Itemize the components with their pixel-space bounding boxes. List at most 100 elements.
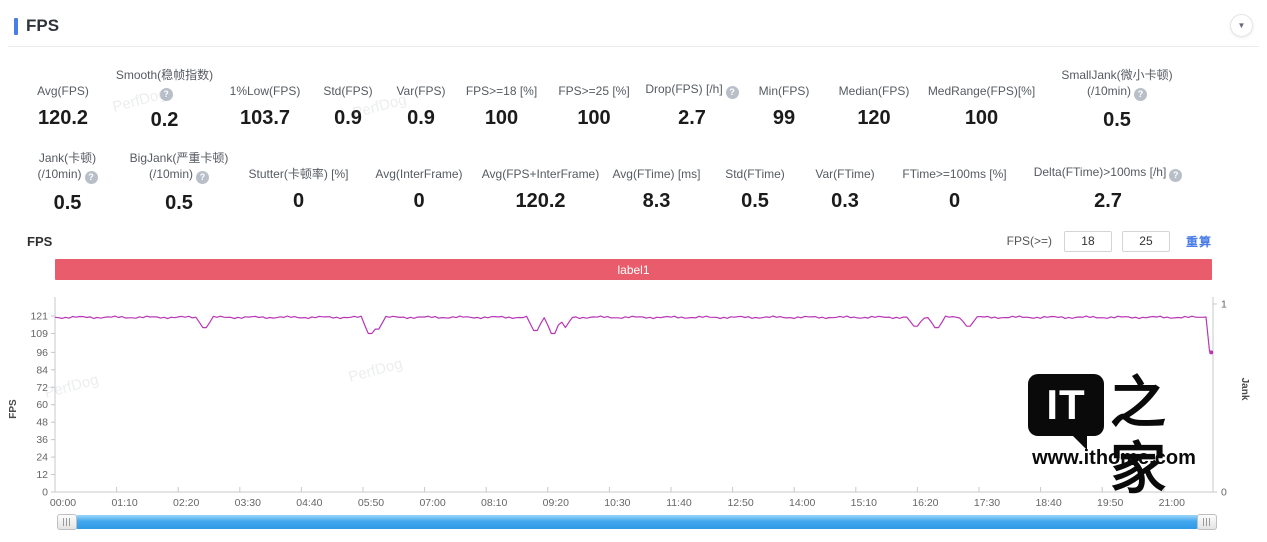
metric-value: 2.7 [1094, 190, 1122, 212]
scrollbar-right-handle[interactable] [1197, 514, 1217, 530]
ithome-logo: IT 之家 www.ithome.com [1028, 370, 1200, 502]
metric-value: 0.5 [53, 192, 82, 214]
x-axis-time: 00:00 01:10 02:20 03:30 04:40 05:50 07:00 08:10… [50, 487, 1185, 509]
svg-text:00:00: 00:00 [50, 497, 76, 509]
metric: Smooth(稳帧指数)? 0.2 [111, 67, 218, 132]
ithome-logo-suffix: 之家 [1110, 370, 1166, 502]
metric: Std(FPS) 0.9 [312, 67, 384, 132]
panel-header: FPS ▼ [0, 0, 1267, 38]
grip-icon [1203, 518, 1211, 526]
svg-text:04:40: 04:40 [296, 497, 322, 509]
svg-text:05:50: 05:50 [358, 497, 384, 509]
scrollbar-left-handle[interactable] [57, 514, 77, 530]
metric-label: FTime>=100ms [%] [902, 167, 1007, 181]
svg-text:11:40: 11:40 [666, 497, 692, 509]
metric: BigJank(严重卡顿) (/10min)? 0.5 [120, 150, 238, 215]
metric: MedRange(FPS)[%] 100 [921, 67, 1042, 132]
svg-text:109: 109 [30, 328, 48, 340]
threshold-input-2[interactable] [1121, 230, 1170, 252]
timeline-scrollbar[interactable] [57, 514, 1217, 530]
svg-text:18:40: 18:40 [1035, 497, 1061, 509]
metric-label: Std(FTime) [725, 167, 785, 181]
metric: Std(FTime) 0.5 [711, 150, 799, 215]
metric-label: Median(FPS) [838, 84, 910, 98]
collapse-button[interactable]: ▼ [1230, 14, 1253, 37]
metric-value: 0.9 [334, 107, 362, 129]
svg-text:16:20: 16:20 [912, 497, 938, 509]
accent-bar [14, 17, 18, 35]
svg-text:36: 36 [36, 434, 48, 446]
axes [54, 297, 1214, 493]
metric-value: 0.5 [165, 192, 193, 214]
metric-label: Jank(卡顿) (/10min)? [37, 151, 98, 184]
fps-series-line [54, 315, 1214, 355]
svg-text:FPS: FPS [8, 399, 19, 419]
svg-text:15:10: 15:10 [851, 497, 877, 509]
svg-text:12: 12 [36, 469, 48, 481]
metric: SmallJank(微小卡顿) (/10min)? 0.5 [1042, 67, 1192, 132]
metric-value: 0 [413, 190, 425, 212]
svg-text:19:50: 19:50 [1097, 497, 1123, 509]
metric: Avg(FTime) [ms] 8.3 [602, 150, 711, 215]
metric-label: Avg(FPS) [37, 84, 89, 98]
svg-text:0: 0 [42, 487, 48, 499]
metric: Median(FPS) 120 [827, 67, 921, 132]
svg-text:08:10: 08:10 [481, 497, 507, 509]
recalculate-link[interactable]: 重算 [1185, 234, 1212, 249]
metric-label: Min(FPS) [758, 84, 810, 98]
metric-label: Delta(FTime)>100ms [/h]? [1018, 150, 1198, 182]
metrics-row-2: Jank(卡顿) (/10min)? 0.5 BigJank(严重卡顿) (/10min… [0, 150, 1267, 215]
svg-text:96: 96 [36, 347, 48, 359]
metric: 1%Low(FPS) 103.7 [218, 67, 312, 132]
svg-text:60: 60 [36, 399, 48, 411]
metric-label: SmallJank(微小卡顿) (/10min)? [1061, 68, 1173, 101]
help-icon[interactable]: ? [84, 171, 98, 184]
metric: Var(FTime) 0.3 [799, 150, 891, 215]
metric: FTime>=100ms [%] 0 [891, 150, 1018, 215]
metrics-row-1: Avg(FPS) 120.2 Smooth(稳帧指数)? 0.2 1%Low(FPS) 1… [0, 67, 1267, 132]
metric-label: Var(FPS) [396, 84, 446, 98]
metric: Min(FPS) 99 [741, 67, 827, 132]
help-icon[interactable]: ? [196, 171, 209, 184]
scrollbar-track[interactable] [76, 515, 1198, 529]
metric-value: 100 [484, 107, 519, 129]
metric-label: 1%Low(FPS) [229, 84, 301, 98]
threshold-input-1[interactable] [1063, 230, 1112, 252]
metric-label: Avg(FTime) [ms] [612, 167, 701, 181]
metric-label: MedRange(FPS)[%] [927, 84, 1036, 98]
ithome-logo-bubble: IT [1028, 374, 1104, 436]
svg-text:14:00: 14:00 [789, 497, 815, 509]
svg-text:72: 72 [36, 382, 48, 394]
svg-text:0: 0 [1221, 487, 1227, 499]
metric-value: 0 [948, 190, 961, 212]
metric: Stutter(卡顿率) [%] 0 [238, 150, 359, 215]
metric-label: Drop(FPS) [/h]? [643, 67, 741, 99]
metric-value: 100 [577, 107, 611, 129]
page-title: FPS [26, 16, 60, 35]
chart-title: FPS [27, 233, 53, 249]
metric: Delta(FTime)>100ms [/h]? 2.7 [1018, 150, 1198, 215]
help-icon[interactable]: ? [725, 86, 739, 99]
metric-label: Smooth(稳帧指数)? [115, 68, 214, 101]
help-icon[interactable]: ? [1134, 88, 1147, 101]
fps-threshold-controls: FPS(>=) 重算 [1007, 230, 1212, 252]
svg-text:Jank: Jank [1239, 378, 1250, 401]
help-icon[interactable]: ? [1169, 169, 1183, 182]
metric: Avg(InterFrame) 0 [359, 150, 479, 215]
metric-value: 0.5 [1103, 109, 1131, 131]
metric-value: 103.7 [239, 107, 291, 129]
metric: Drop(FPS) [/h]? 2.7 [643, 67, 741, 132]
help-icon[interactable]: ? [159, 88, 173, 101]
metric-value: 0.3 [831, 190, 859, 212]
svg-text:24: 24 [36, 452, 48, 464]
metric-label: BigJank(严重卡顿) (/10min)? [129, 151, 229, 184]
svg-text:02:20: 02:20 [173, 497, 199, 509]
metric-value: 8.3 [642, 190, 671, 212]
metric-value: 120.2 [515, 190, 566, 212]
metric-label: Stutter(卡顿率) [%] [248, 167, 349, 181]
chart-header: FPS FPS(>=) 重算 [0, 229, 1267, 253]
chevron-down-icon: ▼ [1237, 20, 1246, 30]
metric-label: Std(FPS) [323, 84, 373, 98]
